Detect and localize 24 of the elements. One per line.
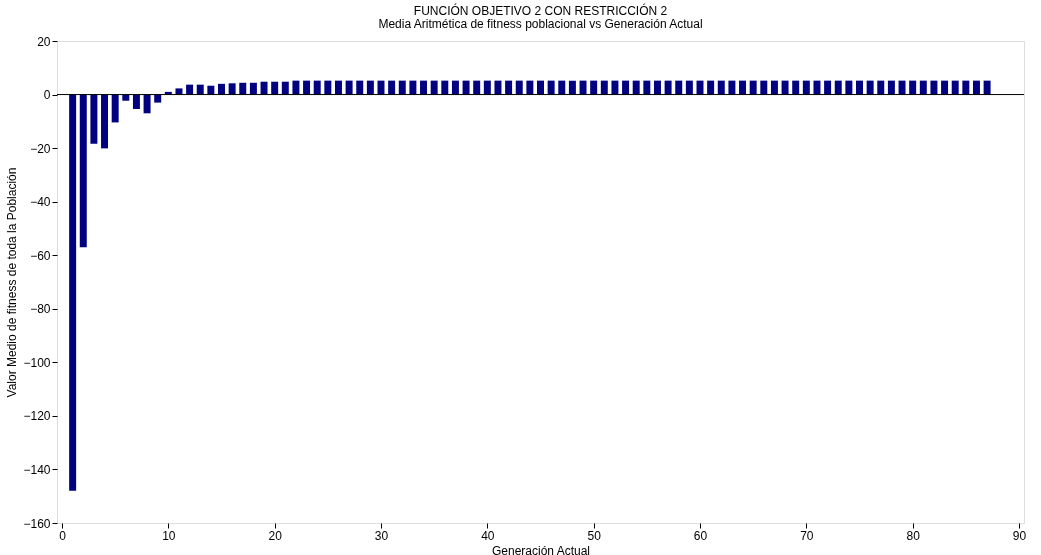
x-tick-label: 50 [587, 528, 602, 543]
x-tick-label: 10 [162, 528, 176, 543]
x-tick-label: 90 [1012, 528, 1027, 543]
x-tick-label: 60 [693, 528, 708, 543]
x-tick-label: 0 [59, 528, 67, 543]
y-tick-label: −40 [30, 195, 51, 210]
y-tick-label: −20 [30, 141, 51, 156]
chart-subtitle: Media Aritmética de fitness poblacional vs Generación Actual [378, 17, 703, 31]
x-tick-label: 30 [374, 528, 389, 543]
y-tick-label: −160 [23, 516, 51, 531]
y-tick-label: −80 [30, 302, 51, 317]
y-tick-label: −100 [23, 355, 51, 370]
x-tick-label: 20 [268, 528, 283, 543]
y-tick-label: 0 [43, 88, 51, 103]
y-tick-label: −120 [23, 409, 51, 424]
x-tick-label: 70 [800, 528, 814, 543]
x-tick-label: 80 [906, 528, 921, 543]
x-axis-title: Generación Actual [491, 543, 591, 555]
y-axis-title: Valor Medio de fitness de toda la Población [5, 167, 20, 398]
y-tick-label: 20 [37, 34, 51, 49]
x-tick-label: 40 [481, 528, 495, 543]
chart-title: FUNCIÓN OBJETIVO 2 CON RESTRICCIÓN 2 [413, 3, 668, 18]
y-tick-label: −60 [30, 248, 51, 263]
y-tick-label: −140 [23, 462, 51, 477]
